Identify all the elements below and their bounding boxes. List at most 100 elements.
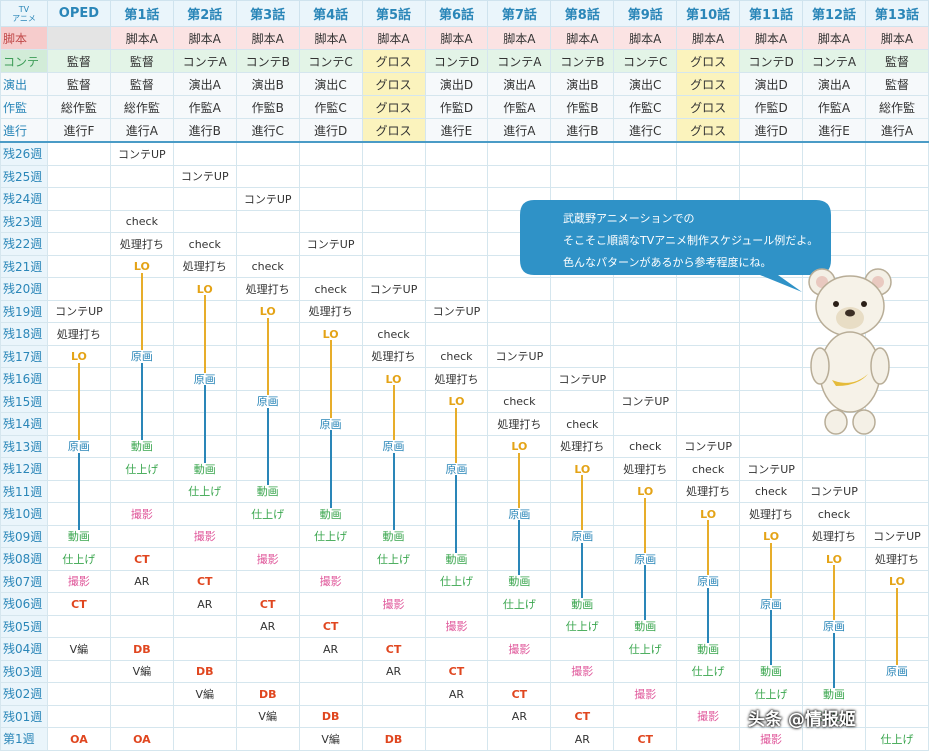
week-row: 残26週 コンテUP [0, 141, 929, 166]
staff-cell: 作監A [802, 95, 866, 119]
schedule-event: 仕上げ [439, 575, 473, 589]
staff-cell: 脚本A [109, 26, 174, 50]
schedule-event: 原画 [130, 350, 153, 364]
schedule-cell [361, 141, 426, 166]
schedule-event: V編 [132, 665, 152, 679]
schedule-cell [361, 232, 426, 256]
staff-cell: グロス [361, 118, 426, 143]
schedule-cell: DB [109, 637, 174, 661]
staff-cell: 脚本A [172, 26, 237, 50]
schedule-cell [802, 434, 866, 458]
schedule-event: AR [574, 732, 590, 746]
week-row: 残15週 原画 LO check コンテUP [0, 389, 929, 413]
schedule-cell [109, 524, 174, 548]
schedule-event: コンテUP [810, 485, 858, 499]
schedule-event: コンテUP [369, 282, 418, 296]
schedule-cell [298, 682, 363, 706]
schedule-event: check [251, 260, 284, 274]
schedule-event: 処理打ち [308, 305, 353, 319]
staff-cell: 演出B [235, 72, 300, 96]
week-row: 残24週 コンテUP [0, 187, 929, 211]
schedule-cell [802, 637, 866, 661]
schedule-cell [550, 637, 615, 661]
schedule-cell [109, 277, 174, 301]
schedule-cell [550, 569, 615, 593]
staff-cell: 脚本A [613, 26, 678, 50]
week-label: 残14週 [0, 412, 48, 436]
schedule-cell [298, 389, 363, 413]
week-row: 第1週 OA OA V編 DB AR CT 撮影 仕上げ [0, 727, 929, 751]
staff-row-label: 進行 [0, 118, 48, 143]
schedule-cell: コンテUP [46, 299, 111, 323]
schedule-cell [46, 141, 111, 166]
schedule-event: check [125, 215, 158, 229]
schedule-cell [802, 164, 866, 188]
schedule-cell [739, 412, 804, 436]
schedule-cell [676, 592, 741, 616]
schedule-cell [676, 322, 741, 346]
schedule-cell [235, 164, 300, 188]
schedule-cell [613, 299, 678, 323]
schedule-cell [361, 614, 426, 638]
week-row: 残12週 仕上げ 動画 原画 LO 処理打ち check コンテUP [0, 457, 929, 481]
staff-cell: 演出A [802, 72, 866, 96]
speech-bubble [520, 200, 831, 292]
schedule-cell [550, 344, 615, 368]
staff-cell: 進行C [235, 118, 300, 143]
schedule-cell: 処理打ち [235, 277, 300, 301]
schedule-event: 撮影 [571, 665, 594, 679]
staff-cell: 脚本A [424, 26, 489, 50]
schedule-event: CT [637, 732, 654, 746]
schedule-cell [676, 141, 741, 166]
week-label: 残10週 [0, 502, 48, 526]
schedule-cell [864, 164, 929, 188]
schedule-cell [424, 479, 489, 503]
schedule-cell [46, 254, 111, 278]
staff-cell: 演出A [172, 72, 237, 96]
staff-section: 脚本 脚本A 脚本A 脚本A 脚本A 脚本A 脚本A 脚本A 脚本A 脚本A 脚本A 脚本A 脚本A 脚本… [0, 26, 929, 143]
staff-cell: 作監D [739, 95, 804, 119]
schedule-cell [550, 299, 615, 323]
staff-cell: 監督 [109, 49, 174, 73]
schedule-event: 原画 [67, 440, 90, 454]
schedule-cell: check [172, 232, 237, 256]
schedule-event: 動画 [508, 575, 531, 589]
schedule-cell: 動画 [613, 614, 678, 638]
schedule-cell [739, 547, 804, 571]
schedule-cell: 原画 [172, 367, 237, 391]
week-label: 残08週 [0, 547, 48, 571]
schedule-cell [172, 502, 237, 526]
schedule-cell: LO [46, 344, 111, 368]
watermark: 头条 @情报姬 [748, 710, 856, 730]
schedule-cell: 撮影 [550, 659, 615, 683]
schedule-event: LO [574, 462, 591, 476]
week-label: 残01週 [0, 704, 48, 728]
schedule-event: 処理打ち [434, 372, 479, 386]
schedule-cell [424, 502, 489, 526]
schedule-event: 仕上げ [817, 710, 851, 724]
schedule-cell: コンテUP [424, 299, 489, 323]
schedule-cell: 動画 [802, 682, 866, 706]
schedule-cell: LO [613, 479, 678, 503]
schedule-cell [864, 502, 929, 526]
schedule-cell [172, 389, 237, 413]
schedule-event: CT [448, 665, 465, 679]
episode-header-row: TV アニメ OPED 第1話 第2話 第3話 第4話 第5話 第6話 第7話 第8話 第9話 第10話… [0, 0, 929, 27]
episode-header: 第5話 [361, 0, 426, 27]
schedule-cell: V編 [46, 637, 111, 661]
schedule-event: V編 [195, 687, 215, 701]
schedule-event: 仕上げ [691, 665, 725, 679]
schedule-cell: コンテUP [235, 187, 300, 211]
schedule-event: 仕上げ [628, 642, 662, 656]
schedule-cell: 原画 [46, 434, 111, 458]
schedule-cell: 原画 [676, 569, 741, 593]
schedule-cell [172, 209, 237, 233]
schedule-event: 動画 [697, 642, 720, 656]
staff-cell: グロス [676, 49, 741, 73]
schedule-cell: AR [172, 592, 237, 616]
schedule-event: AR [385, 665, 402, 679]
schedule-cell: 仕上げ [487, 592, 552, 616]
schedule-cell [676, 367, 741, 391]
schedule-event: check [566, 417, 599, 431]
